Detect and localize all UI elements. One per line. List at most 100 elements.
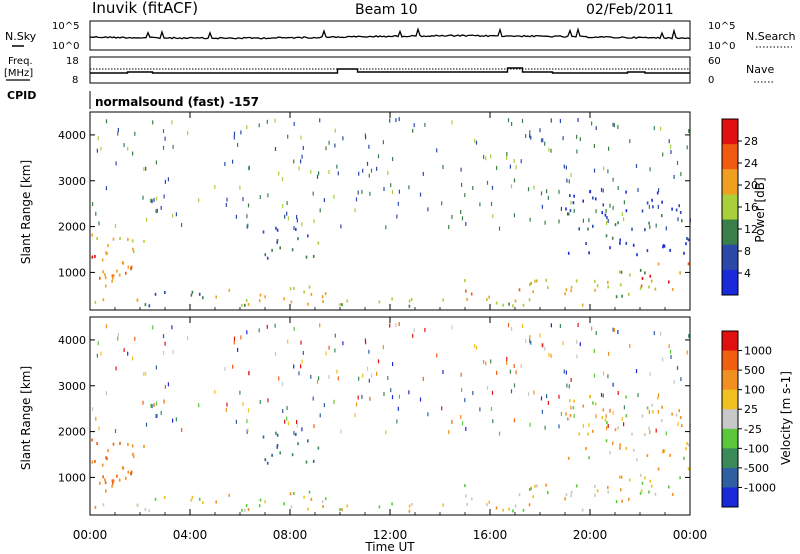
colorbar-tick-label: -500 xyxy=(744,462,769,475)
power-cell xyxy=(99,276,101,280)
power-cell xyxy=(498,226,501,231)
velocity-cell xyxy=(466,502,468,506)
colorbar-tick-label: 8 xyxy=(744,245,751,258)
velocity-cell xyxy=(539,333,541,338)
velocity-cell xyxy=(565,370,567,375)
power-cell xyxy=(319,208,321,213)
velocity-cell xyxy=(131,444,134,448)
power-cell xyxy=(413,123,415,128)
power-cell xyxy=(164,179,166,184)
power-cell xyxy=(506,151,508,156)
power-cell xyxy=(274,118,276,123)
power-cell xyxy=(607,169,609,174)
power-cell xyxy=(271,248,273,252)
velocity-cell xyxy=(382,345,384,350)
power-cell xyxy=(155,196,158,201)
velocity-cell xyxy=(486,503,488,507)
power-cell xyxy=(513,178,516,183)
velocity-cell xyxy=(641,481,644,485)
colorbar-segment xyxy=(722,448,738,469)
power-cell xyxy=(283,297,285,301)
power-cell xyxy=(639,286,642,290)
power-cell xyxy=(617,186,619,190)
power-cell xyxy=(528,298,531,302)
velocity-cell xyxy=(675,413,678,417)
velocity-cell xyxy=(303,495,305,499)
power-cell xyxy=(570,172,572,177)
velocity-cell xyxy=(242,402,244,407)
velocity-cell xyxy=(276,433,279,437)
velocity-cell xyxy=(585,447,587,450)
power-cell xyxy=(617,125,619,129)
power-cell xyxy=(448,225,450,230)
power-cell xyxy=(679,271,681,275)
power-cell xyxy=(116,269,118,273)
power-cell xyxy=(621,294,623,298)
velocity-cell xyxy=(677,422,679,427)
velocity-cell xyxy=(567,417,570,421)
power-colorbar-label: Power [dB] xyxy=(753,177,767,242)
power-cell xyxy=(232,159,234,164)
power-cell xyxy=(143,239,145,243)
velocity-cell xyxy=(582,404,584,408)
colorbar-tick-label: 100 xyxy=(744,384,765,397)
power-cell xyxy=(609,203,611,208)
velocity-cell xyxy=(527,392,530,397)
power-cell xyxy=(613,123,615,128)
power-cell xyxy=(465,221,467,226)
velocity-cell xyxy=(198,403,200,408)
velocity-ylabel: Slant Range [km] xyxy=(19,366,33,470)
power-cell xyxy=(567,251,570,255)
noise-right-tick-high: 10^5 xyxy=(708,21,735,32)
velocity-cell xyxy=(408,504,411,508)
power-cell xyxy=(619,270,621,274)
power-cell xyxy=(105,186,107,191)
power-cell xyxy=(276,228,279,232)
velocity-cell xyxy=(247,508,250,511)
power-cell xyxy=(546,189,548,194)
power-cell xyxy=(305,255,308,259)
power-cell xyxy=(648,221,650,225)
velocity-cell xyxy=(240,335,242,340)
power-cell xyxy=(639,268,642,272)
velocity-cell xyxy=(629,478,631,482)
velocity-cell xyxy=(545,483,547,487)
power-cell xyxy=(105,119,108,124)
power-cell xyxy=(233,131,236,136)
power-cell xyxy=(94,300,97,304)
velocity-cell xyxy=(153,403,155,407)
freq-right-tick-high: 60 xyxy=(708,56,721,67)
velocity-cell xyxy=(507,323,510,328)
power-cell xyxy=(513,213,515,218)
power-cell xyxy=(687,238,690,242)
velocity-cell xyxy=(293,492,295,495)
velocity-cell xyxy=(105,489,107,493)
velocity-cell xyxy=(112,479,115,483)
power-cell xyxy=(307,302,309,306)
power-cell xyxy=(512,304,514,308)
power-cell xyxy=(136,298,139,302)
velocity-cell xyxy=(202,501,204,505)
power-cell xyxy=(569,209,572,213)
power-cell xyxy=(295,227,297,231)
velocity-cell xyxy=(573,399,575,403)
velocity-cell xyxy=(636,458,638,462)
power-cell xyxy=(680,172,682,177)
velocity-cell xyxy=(577,323,579,327)
power-cell xyxy=(148,304,151,308)
colorbar-segment xyxy=(722,269,738,296)
power-cell xyxy=(362,168,364,173)
power-cell xyxy=(592,196,594,200)
date-title: 02/Feb/2011 xyxy=(586,2,674,18)
power-cell xyxy=(441,201,443,206)
colorbar-segment xyxy=(722,467,738,488)
power-cell xyxy=(625,209,628,213)
velocity-cell xyxy=(127,442,129,446)
power-cell xyxy=(592,224,594,228)
power-cell xyxy=(650,279,653,283)
velocity-cell xyxy=(111,484,113,488)
velocity-cell xyxy=(679,416,682,419)
velocity-cell xyxy=(562,341,564,346)
colorbar-tick-label: 24 xyxy=(744,157,758,170)
power-cell xyxy=(310,169,312,174)
